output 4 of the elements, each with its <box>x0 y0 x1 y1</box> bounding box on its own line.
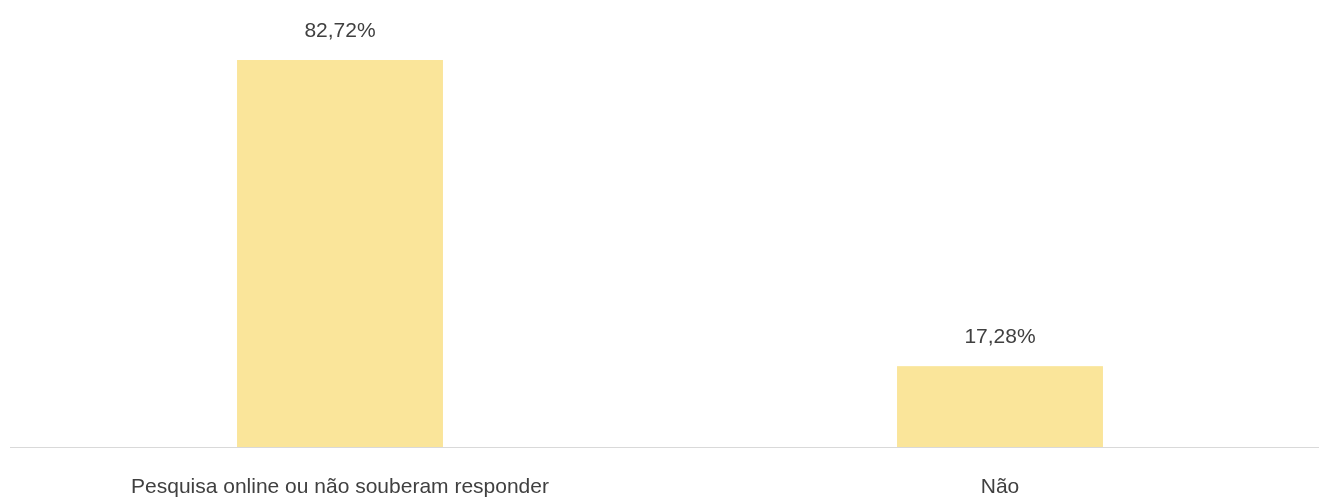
x-tick-label: Não <box>980 474 1020 497</box>
data-label: 17,28% <box>964 324 1036 348</box>
data-label: 82,72% <box>304 18 376 41</box>
x-tick-label: Pesquisa online ou não souberam responder <box>131 474 549 497</box>
